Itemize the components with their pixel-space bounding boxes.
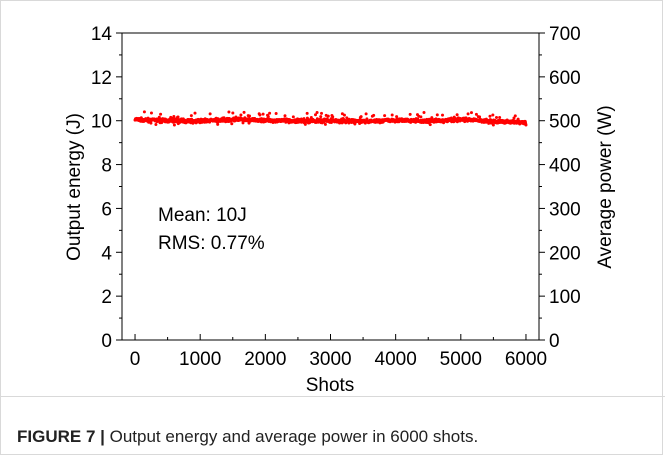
data-point <box>395 115 399 119</box>
data-point <box>435 113 439 117</box>
y-tick-label: 0 <box>101 331 112 352</box>
data-point <box>466 112 470 116</box>
data-point <box>491 113 495 117</box>
figure-caption: FIGURE 7 | Output energy and average pow… <box>17 427 478 447</box>
y-tick-label: 12 <box>91 68 112 89</box>
data-point <box>172 114 176 118</box>
y2-tick-label: 100 <box>549 287 581 308</box>
data-point <box>274 112 278 116</box>
data-point <box>419 115 423 119</box>
data-point <box>320 111 323 115</box>
data-point <box>291 115 295 119</box>
data-point <box>455 113 459 117</box>
data-point <box>314 113 317 117</box>
data-point <box>524 123 528 127</box>
data-point <box>488 114 492 118</box>
data-point <box>227 110 231 114</box>
x-axis-label: Shots <box>306 375 355 396</box>
plot-frame <box>121 32 540 341</box>
data-point <box>422 110 426 114</box>
x-tick-label: 2000 <box>244 349 286 370</box>
data-point <box>231 111 235 115</box>
data-point <box>172 123 176 127</box>
data-point <box>491 123 495 127</box>
y2-tick-label: 500 <box>549 112 581 133</box>
caption-label: FIGURE 7 | <box>17 427 105 446</box>
data-point <box>149 111 153 115</box>
data-point <box>478 115 482 119</box>
x-tick-label: 1000 <box>179 349 221 370</box>
y-axis-label: Output energy (J) <box>64 113 85 261</box>
data-point <box>230 122 234 126</box>
y-tick-label: 2 <box>101 287 112 308</box>
x-tick-label: 3000 <box>309 349 351 370</box>
plot-area: 0 1000 2000 3000 4000 5000 6000024681012140100… <box>91 24 581 370</box>
data-point <box>342 113 346 117</box>
annotation-mean: Mean: 10J <box>158 205 247 226</box>
data-point <box>513 114 517 118</box>
data-point <box>241 121 245 125</box>
data-point <box>154 123 158 127</box>
x-tick-label: 5000 <box>440 349 482 370</box>
data-point <box>319 115 323 119</box>
data-point <box>372 113 376 117</box>
data-point <box>498 115 502 119</box>
y2-tick-label: 400 <box>549 156 581 177</box>
data-point <box>149 121 153 125</box>
data-point <box>441 113 445 117</box>
data-point <box>315 111 319 115</box>
data-point <box>359 115 363 119</box>
data-point <box>469 111 473 115</box>
data-point <box>326 114 330 118</box>
data-point <box>364 112 368 116</box>
y-tick-label: 10 <box>91 112 112 133</box>
y2-tick-label: 0 <box>549 331 560 352</box>
data-point <box>242 110 246 114</box>
data-point <box>266 114 270 118</box>
y2-axis-label: Average power (W) <box>595 105 616 268</box>
data-point <box>268 111 272 115</box>
data-point <box>239 113 243 117</box>
y2-tick-label: 300 <box>549 199 581 220</box>
y2-tick-label: 200 <box>549 243 581 264</box>
y2-tick-label: 600 <box>549 68 581 89</box>
data-point <box>216 122 220 126</box>
y-tick-label: 14 <box>91 24 113 45</box>
data-point <box>176 115 180 119</box>
data-point <box>258 113 262 117</box>
data-point <box>428 123 432 127</box>
annotation-rms: RMS: 0.77% <box>158 233 265 254</box>
data-point <box>261 112 265 116</box>
data-point <box>208 112 212 116</box>
y-tick-label: 4 <box>101 243 112 264</box>
data-point <box>345 116 349 120</box>
data-point <box>142 110 146 114</box>
data-point <box>495 116 498 120</box>
data-point <box>408 112 412 116</box>
data-point <box>159 112 163 116</box>
data-point <box>283 114 287 118</box>
data-point <box>193 111 197 115</box>
data-point <box>474 112 478 116</box>
data-point <box>189 114 193 118</box>
y-tick-label: 8 <box>101 156 112 177</box>
data-point <box>383 114 387 118</box>
data-point <box>331 115 335 119</box>
data-point <box>323 122 327 126</box>
caption-text: Output energy and average power in 6000 … <box>104 427 479 446</box>
x-tick-label: 4000 <box>375 349 417 370</box>
x-tick-label: 0 <box>130 349 141 370</box>
x-tick-label: 6000 <box>505 349 547 370</box>
data-point <box>305 111 309 115</box>
energy-power-chart: 0 1000 2000 3000 4000 5000 6000024681012140100… <box>64 24 616 396</box>
y-tick-label: 6 <box>101 199 112 220</box>
data-point <box>248 114 252 118</box>
data-point <box>390 113 394 117</box>
y2-tick-label: 700 <box>549 24 581 45</box>
caption-area: FIGURE 7 | Output energy and average pow… <box>0 396 665 457</box>
data-point <box>430 116 434 120</box>
data-point <box>516 117 520 121</box>
